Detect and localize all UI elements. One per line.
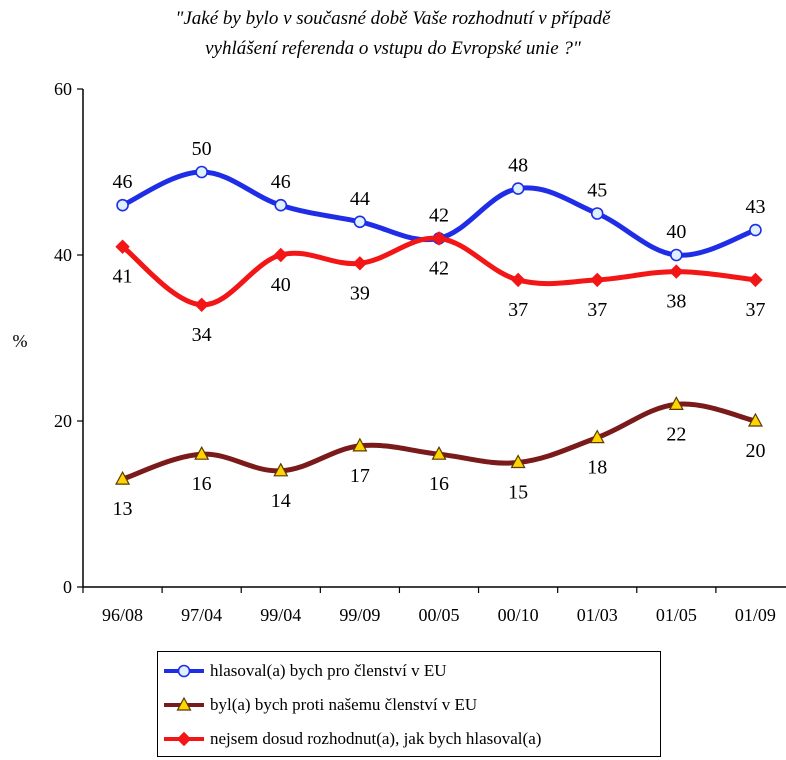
data-point [353,215,367,229]
data-label: 41 [113,266,133,288]
data-label: 39 [350,282,370,304]
data-label: 22 [666,423,686,445]
legend-swatch [164,731,204,747]
data-label: 40 [271,274,291,296]
data-point [590,207,604,220]
data-point [670,248,683,262]
data-point [194,445,210,460]
data-point [590,272,605,288]
data-label: 42 [429,204,449,226]
legend-item-triangle: byl(a) bych proti našemu členství v EU [158,688,660,722]
data-label: 48 [508,155,528,177]
y-tick-label: 60 [54,79,72,99]
data-point [352,437,368,452]
x-tick-label: 96/08 [102,605,143,625]
data-label: 38 [666,291,686,313]
data-label: 37 [587,299,607,321]
data-label: 46 [271,171,291,193]
series-line [120,235,758,308]
data-point [274,198,288,212]
data-label: 13 [113,498,133,520]
data-point [669,264,684,279]
data-label: 42 [429,257,449,279]
y-axis-label: % [13,331,28,351]
legend-swatch [164,696,204,711]
x-tick-label: 01/05 [656,605,697,625]
data-label: 37 [745,299,765,321]
legend-label: byl(a) bych proti našemu členství v EU [210,695,478,714]
series-layer: 46 50 46 44 42 48 45 40 43 13 16 14 17 16 15 18 22 20 41 34… [113,138,766,520]
chart-axes: 0 20 40 60 96/08 97/04 99/04 99/09 00/05 00/10 01/… [54,79,786,625]
data-point [116,198,129,212]
x-tick-label: 01/09 [735,605,776,625]
legend-label: hlasoval(a) bych pro členství v EU [210,661,447,680]
data-point [589,429,605,444]
data-label: 43 [745,196,765,218]
data-point [273,462,289,477]
data-point [510,272,526,288]
data-label: 44 [350,188,370,210]
legend-item-diamond: nejsem dosud rozhodnut(a), jak bych hlas… [158,722,660,756]
data-label: 45 [587,180,607,202]
data-point [115,239,130,254]
legend-item-circle: hlasoval(a) bych pro členství v EU [158,654,660,688]
legend-swatch-marker [177,664,191,678]
data-point [749,223,762,237]
chart-title-line-1: "Jaké by bylo v současné době Vaše rozho… [175,8,611,29]
legend: hlasoval(a) bych pro členství v EU byl(a)… [157,651,661,757]
legend-label: nejsem dosud rozhodnut(a), jak bych hlas… [210,729,542,748]
data-label: 15 [508,482,528,504]
legend-swatch-marker [176,696,192,711]
chart-title: "Jaké by bylo v současné době Vaše rozho… [0,4,786,64]
x-tick-label: 00/05 [418,605,459,625]
data-point [352,256,368,271]
x-tick-label: 00/10 [498,605,539,625]
data-point [431,231,447,246]
x-tick-label: 01/03 [577,605,618,625]
data-point [431,445,447,460]
data-label: 40 [666,221,686,243]
legend-swatch [164,664,204,678]
data-point [511,182,525,195]
x-tick-label: 99/09 [339,605,380,625]
data-point [747,412,763,427]
data-label: 50 [192,138,212,160]
data-point [748,272,763,288]
data-point [668,396,684,410]
data-label: 46 [113,171,133,193]
data-label: 14 [271,490,291,512]
data-label: 17 [350,465,370,487]
x-tick-label: 97/04 [181,605,222,625]
data-label: 18 [587,457,607,479]
data-point [273,247,288,263]
data-label: 34 [192,324,212,346]
y-tick-label: 40 [54,245,72,265]
series-triangle: 13 16 14 17 16 15 18 22 20 [113,396,765,520]
data-label: 37 [508,299,528,321]
data-point [195,165,208,179]
data-point [115,470,131,485]
y-tick-label: 20 [54,411,72,431]
data-point [194,297,209,313]
legend-swatch-marker [176,731,192,747]
data-label: 20 [745,440,765,462]
data-label: 16 [429,473,449,495]
chart-title-line-2: vyhlášení referenda o vstupu do Evropské… [205,38,581,59]
series-diamond: 41 34 40 39 42 37 37 38 37 [113,231,765,346]
y-tick-label: 0 [63,577,72,597]
data-point [510,454,526,469]
line-chart: 0 20 40 60 96/08 97/04 99/04 99/09 00/05 00/10 01/… [13,79,786,625]
data-label: 16 [192,473,212,495]
x-tick-label: 99/04 [260,605,301,625]
series-line [120,401,758,482]
